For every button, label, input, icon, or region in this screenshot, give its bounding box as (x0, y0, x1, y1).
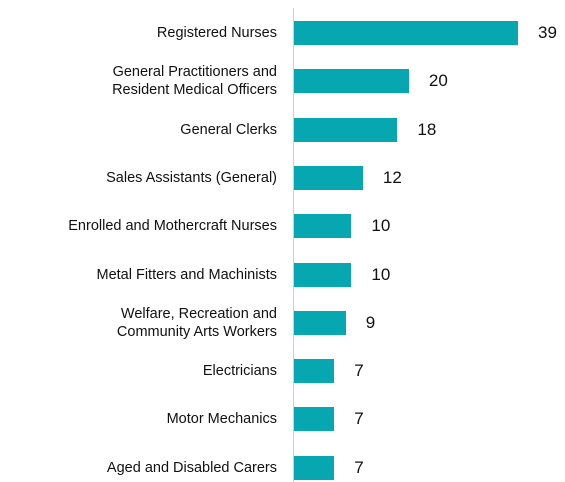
data-label: 9 (365, 312, 376, 332)
bar (294, 69, 409, 94)
data-label: 10 (371, 264, 391, 284)
category-label: Metal Fitters and Machinists (96, 266, 277, 283)
data-label: 12 (382, 167, 402, 187)
category-label: Welfare, Recreation and Community Arts W… (116, 305, 277, 340)
bar (294, 455, 335, 480)
data-label: 18 (417, 119, 437, 139)
data-label: 10 (371, 216, 391, 236)
bar (294, 262, 352, 287)
bar (294, 310, 346, 335)
category-label: Motor Mechanics (166, 411, 277, 428)
data-label: 39 (538, 23, 557, 42)
bar (294, 359, 335, 384)
category-label: General Practitioners and Resident Medic… (112, 64, 277, 99)
category-label: Electricians (202, 363, 277, 380)
data-label: 7 (354, 409, 364, 429)
data-label: 7 (354, 457, 364, 477)
category-label: Sales Assistants (General) (106, 169, 277, 186)
category-label: Enrolled and Mothercraft Nurses (68, 218, 277, 235)
category-axis (293, 8, 294, 482)
category-label: Aged and Disabled Carers (106, 459, 277, 476)
data-label: 7 (354, 361, 364, 381)
category-label: Registered Nurses (156, 25, 277, 41)
data-label: 20 (428, 71, 448, 91)
bar (294, 117, 398, 142)
bar (294, 214, 352, 239)
bar (294, 407, 335, 432)
bar (294, 165, 363, 190)
bar (294, 21, 518, 45)
category-label: General Clerks (180, 121, 277, 138)
